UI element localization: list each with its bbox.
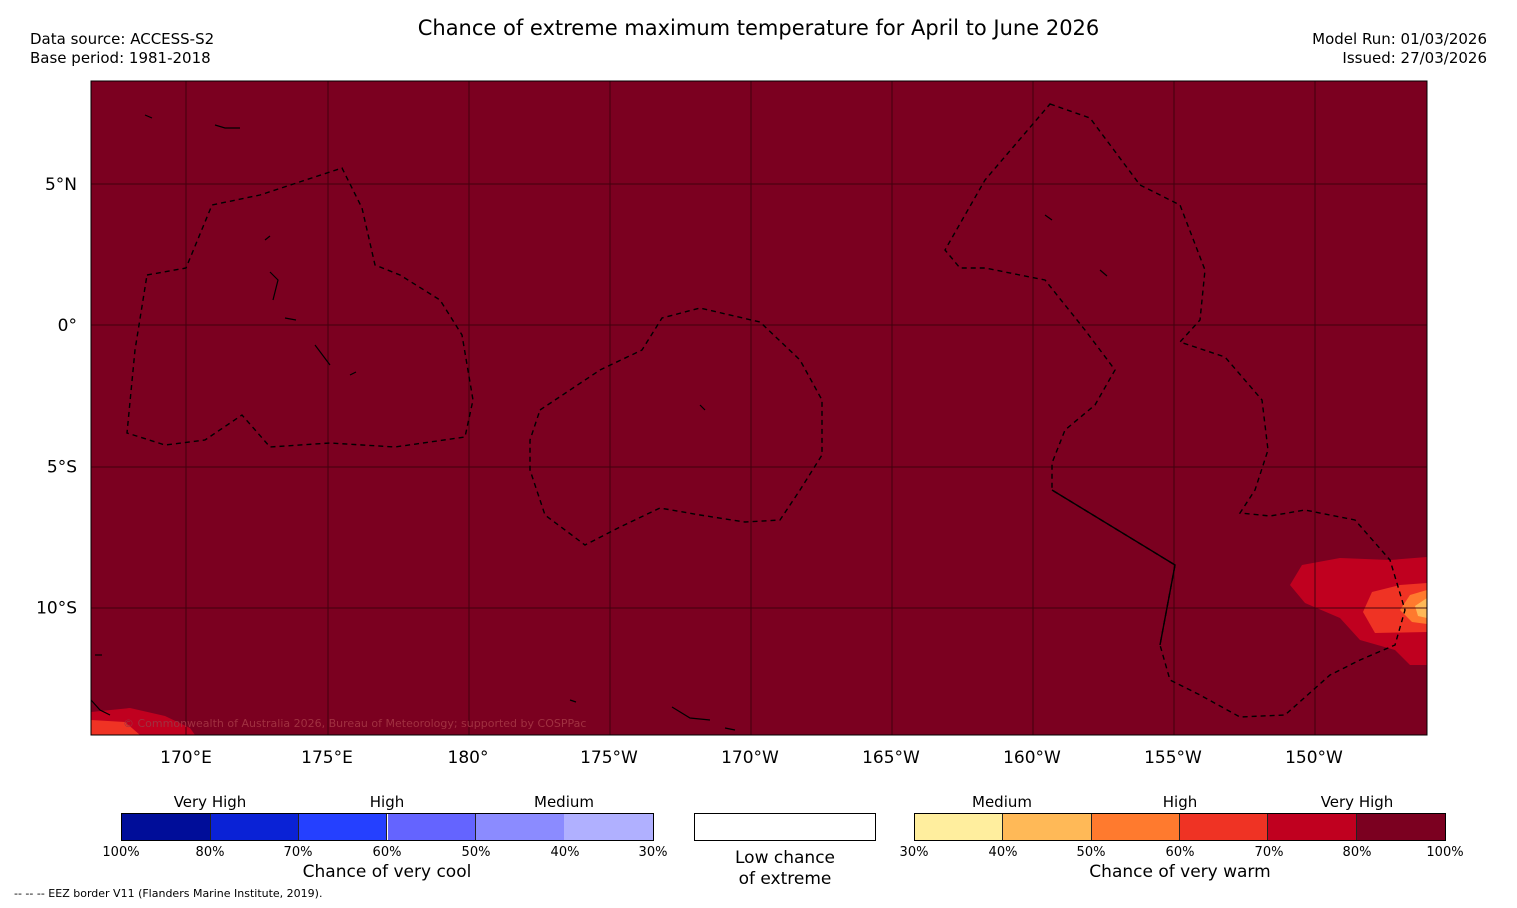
- data-source-text: Data source: ACCESS-S2: [30, 30, 215, 48]
- warm-category-very-high: Very High: [1320, 793, 1394, 811]
- cool-tick: 30%: [638, 845, 668, 860]
- cool-tick: 40%: [550, 845, 580, 860]
- longitude-label: 150°W: [1285, 748, 1343, 768]
- longitude-label: 170°W: [721, 748, 779, 768]
- latitude-label: 5°S: [47, 457, 77, 477]
- low-chance-swatch: [694, 813, 876, 841]
- eez-line-islands: [944, 103, 1406, 718]
- warm-tick: 70%: [1254, 845, 1284, 860]
- warm-swatch-50-60: [1091, 814, 1180, 840]
- forecast-map: © Commonwealth of Australia 2026, Bureau…: [36, 80, 1428, 768]
- warm-tick: 50%: [1076, 845, 1106, 860]
- cool-swatch-40-50: [476, 814, 565, 840]
- cool-category-very-high: Very High: [173, 793, 247, 811]
- cool-tick: 80%: [195, 845, 225, 860]
- eez-phoenix-islands: [529, 307, 823, 546]
- longitude-label: 175°W: [580, 748, 638, 768]
- cool-scale-title: Chance of very cool: [302, 862, 472, 882]
- low-chance-label: Low chance of extreme: [694, 848, 876, 890]
- longitude-label: 170°E: [160, 748, 212, 768]
- map-background: [91, 81, 1427, 735]
- cool-swatch-70-80: [210, 814, 300, 840]
- cool-swatch-60-70: [298, 814, 388, 840]
- cool-category-medium: Medium: [534, 793, 594, 811]
- eez-footnote: -- -- -- EEZ border V11 (Flanders Marine…: [14, 887, 323, 900]
- eez-borders: [126, 103, 1406, 718]
- warm-scale-title: Chance of very warm: [1089, 862, 1271, 882]
- high-60-70-region-west: [91, 720, 140, 735]
- eez-kiribati-gilberts: [126, 167, 474, 448]
- issued-text: Issued: 27/03/2026: [1342, 49, 1487, 67]
- run-info: Model Run: 01/03/2026 Issued: 27/03/2026: [1312, 30, 1487, 68]
- copyright-text: © Commonwealth of Australia 2026, Bureau…: [123, 717, 586, 730]
- latitude-label: 0°: [58, 316, 77, 336]
- longitude-label: 165°W: [862, 748, 920, 768]
- warm-swatch-40-50: [1003, 814, 1092, 840]
- warm-tick: 80%: [1342, 845, 1372, 860]
- warm-tick: 60%: [1165, 845, 1195, 860]
- cool-category-high: High: [369, 793, 405, 811]
- solid-boundary-line: [1051, 489, 1176, 646]
- model-run-text: Model Run: 01/03/2026: [1312, 30, 1487, 48]
- island-coastlines: [91, 114, 1108, 731]
- longitude-label: 175°E: [301, 748, 353, 768]
- cool-tick: 100%: [102, 845, 140, 860]
- base-period-text: Base period: 1981-2018: [30, 49, 211, 67]
- warm-category-medium: Medium: [972, 793, 1032, 811]
- longitude-labels: 170°E 175°E 180° 175°W 170°W 165°W 160°W 155°W 1…: [160, 748, 1343, 768]
- graticule: [91, 81, 1427, 735]
- longitude-label: 160°W: [1003, 748, 1061, 768]
- longitude-label: 155°W: [1144, 748, 1202, 768]
- warm-swatch-80-100: [1356, 814, 1445, 840]
- warm-tick: 30%: [899, 845, 929, 860]
- warm-swatch-60-70: [1180, 814, 1269, 840]
- data-source-info: Data source: ACCESS-S2 Base period: 1981…: [30, 30, 214, 68]
- cool-swatch-50-60: [387, 814, 477, 840]
- longitude-label: 180°: [448, 748, 489, 768]
- latitude-labels: 5°N 0° 5°S 10°S: [36, 175, 77, 619]
- low-chance-line1: Low chance: [735, 848, 835, 868]
- warm-category-high: High: [1162, 793, 1198, 811]
- warm-tick: 100%: [1426, 845, 1464, 860]
- latitude-label: 10°S: [36, 599, 77, 619]
- map-frame: [90, 80, 1428, 736]
- cool-swatch-80-100: [122, 814, 211, 840]
- warm-tick: 40%: [988, 845, 1018, 860]
- cool-tick: 70%: [283, 845, 313, 860]
- warm-colorbar: [914, 813, 1446, 841]
- cool-colorbar: [121, 813, 654, 841]
- warm-swatch-70-80: [1268, 814, 1357, 840]
- latitude-label: 5°N: [45, 175, 77, 195]
- very-high-70-80-region: [1290, 557, 1427, 665]
- cool-tick: 60%: [372, 845, 402, 860]
- warm-swatch-30-40: [915, 814, 1004, 840]
- map-title: Chance of extreme maximum temperature fo…: [417, 16, 1100, 40]
- cool-swatch-30-40: [564, 814, 653, 840]
- low-chance-line2: of extreme: [738, 869, 832, 889]
- cool-tick: 50%: [461, 845, 491, 860]
